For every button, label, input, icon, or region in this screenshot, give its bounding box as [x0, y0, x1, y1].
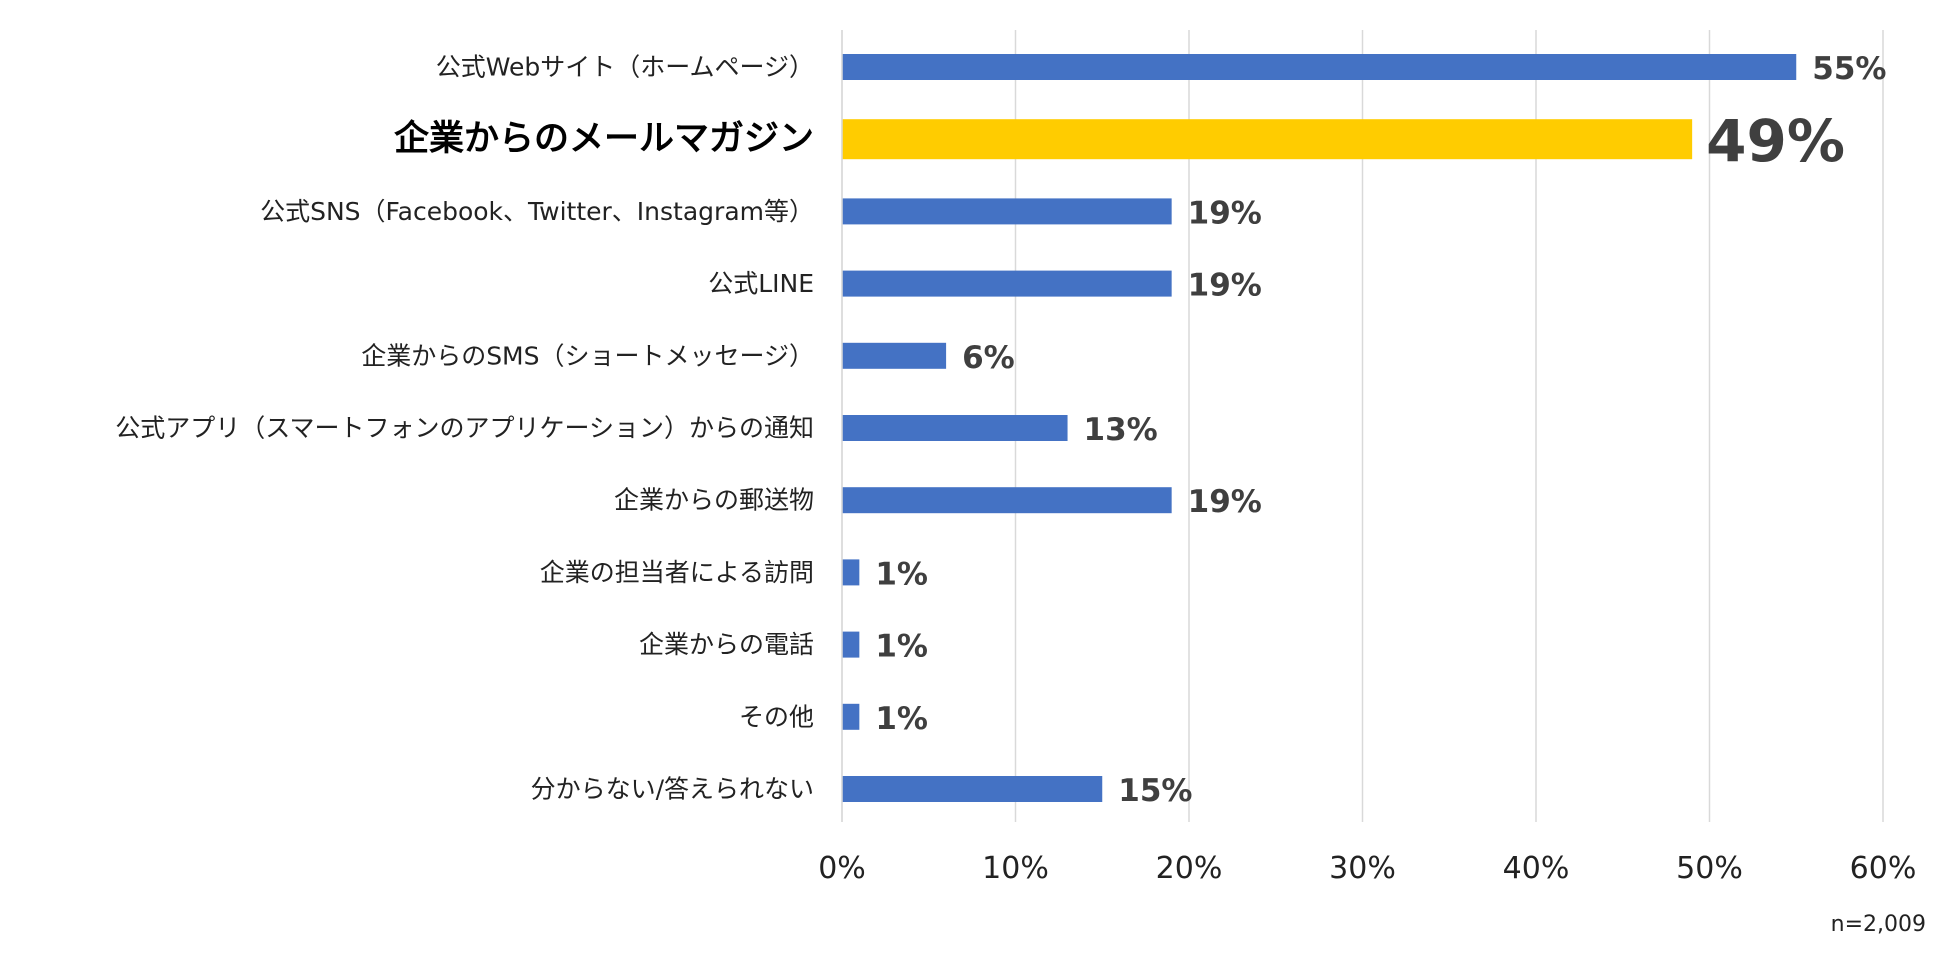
category-label-6: 企業からの郵送物 [614, 486, 814, 515]
value-label-6: 19% [1188, 484, 1262, 520]
x-tick-label-3: 30% [1329, 851, 1396, 886]
category-label-4: 企業からのSMS（ショートメッセージ） [361, 341, 814, 370]
bar-1 [842, 119, 1693, 160]
x-tick-label-5: 50% [1676, 851, 1743, 886]
x-tick-label-0: 0% [818, 851, 866, 886]
bar-3 [842, 270, 1172, 297]
value-label-5: 13% [1084, 412, 1158, 448]
x-tick-label-1: 10% [982, 851, 1049, 886]
bar-8 [842, 631, 860, 658]
bar-5 [842, 415, 1068, 441]
value-label-0: 55% [1812, 51, 1886, 87]
value-label-7: 1% [875, 556, 928, 592]
category-label-1: 企業からのメールマガジン [394, 118, 814, 159]
x-tick-label-4: 40% [1503, 851, 1570, 886]
category-label-8: 企業からの電話 [639, 630, 814, 659]
value-label-1: 49% [1706, 107, 1845, 175]
category-label-5: 公式アプリ（スマートフォンのアプリケーション）からの通知 [115, 414, 814, 443]
category-label-0: 公式Webサイト（ホームページ） [436, 53, 814, 82]
x-tick-label-2: 20% [1156, 851, 1223, 886]
x-tick-label-6: 60% [1850, 851, 1917, 886]
bar-9 [842, 703, 860, 730]
category-label-9: その他 [739, 702, 814, 731]
bar-10 [842, 776, 1103, 802]
sample-size-note: n=2,009 [1830, 912, 1926, 937]
value-label-9: 1% [875, 701, 928, 737]
category-label-3: 公式LINE [708, 269, 814, 298]
value-label-3: 19% [1188, 268, 1262, 304]
value-label-10: 15% [1118, 773, 1192, 809]
value-label-2: 19% [1188, 195, 1262, 231]
bar-7 [842, 559, 860, 586]
value-label-4: 6% [962, 340, 1015, 376]
category-label-7: 企業の担当者による訪問 [540, 558, 814, 587]
bar-0 [842, 54, 1797, 80]
category-label-2: 公式SNS（Facebook、Twitter、Instagram等） [260, 197, 814, 226]
bar-2 [842, 198, 1172, 225]
value-label-8: 1% [875, 629, 928, 665]
bar-4 [842, 342, 947, 369]
category-label-10: 分からない/答えられない [531, 775, 814, 804]
bar-6 [842, 487, 1172, 514]
